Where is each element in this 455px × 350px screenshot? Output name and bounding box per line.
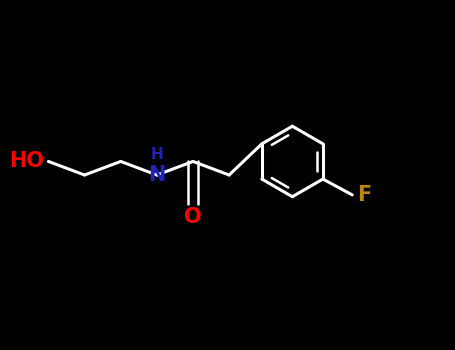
Text: O: O bbox=[184, 206, 202, 226]
Text: F: F bbox=[357, 185, 371, 205]
Text: H: H bbox=[151, 147, 163, 162]
Text: N: N bbox=[148, 165, 166, 185]
Text: HO: HO bbox=[9, 152, 44, 172]
